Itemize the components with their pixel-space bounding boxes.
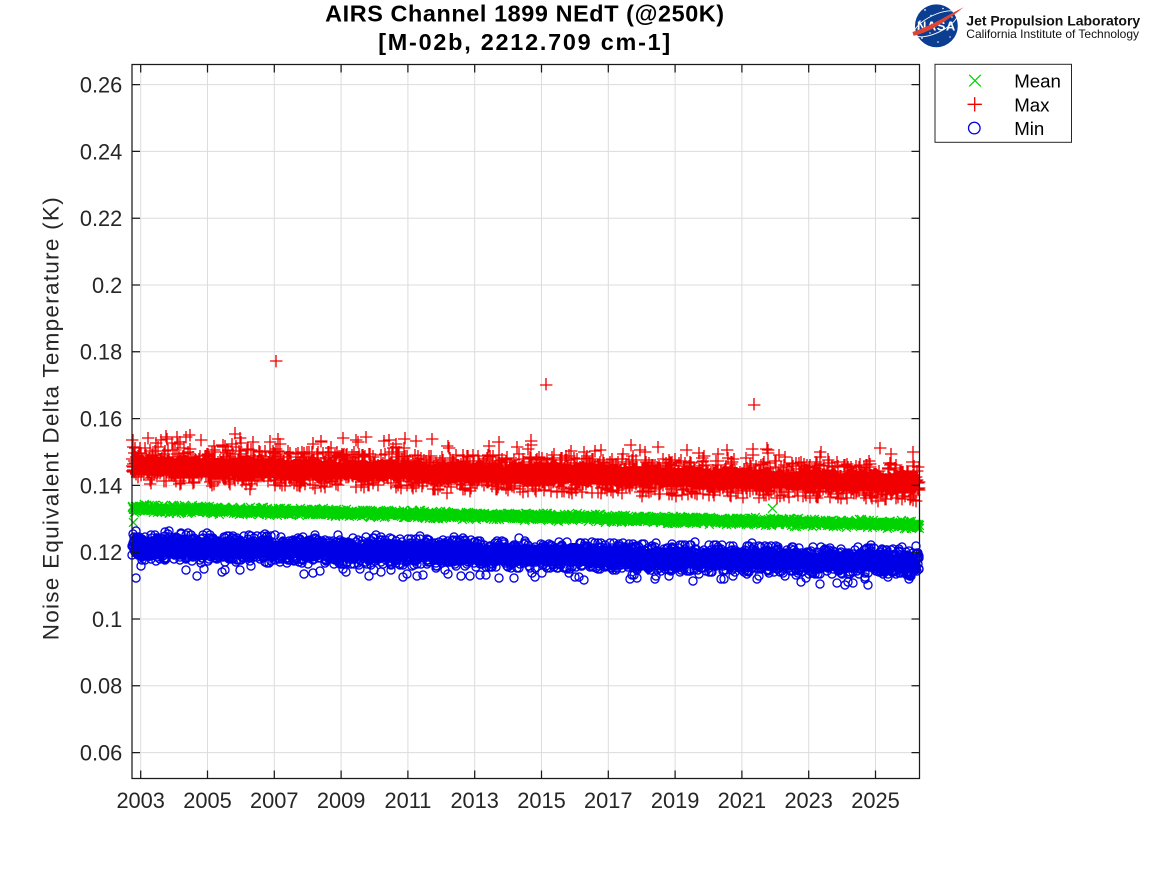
- svg-text:2013: 2013: [450, 788, 499, 813]
- svg-text:2007: 2007: [250, 788, 299, 813]
- svg-text:0.06: 0.06: [80, 741, 122, 766]
- svg-text:2019: 2019: [651, 788, 700, 813]
- svg-text:0.1: 0.1: [92, 607, 122, 632]
- svg-text:2025: 2025: [851, 788, 900, 813]
- svg-text:AIRS Channel 1899 NEdT (@250K): AIRS Channel 1899 NEdT (@250K): [325, 1, 724, 27]
- svg-text:0.26: 0.26: [80, 73, 122, 98]
- svg-text:2009: 2009: [317, 788, 366, 813]
- svg-text:[M-02b, 2212.709 cm-1]: [M-02b, 2212.709 cm-1]: [378, 29, 670, 55]
- svg-text:California Institute of Techno: California Institute of Technology: [966, 27, 1139, 41]
- svg-text:2015: 2015: [517, 788, 566, 813]
- svg-text:0.16: 0.16: [80, 407, 122, 432]
- svg-text:0.08: 0.08: [80, 674, 122, 699]
- svg-text:2021: 2021: [718, 788, 767, 813]
- svg-text:2011: 2011: [384, 788, 431, 813]
- svg-text:Noise Equivalent Delta Tempera: Noise Equivalent Delta Temperature (K): [39, 197, 64, 640]
- svg-text:0.18: 0.18: [80, 340, 122, 365]
- svg-text:0.12: 0.12: [80, 540, 122, 565]
- svg-text:Min: Min: [1014, 118, 1044, 139]
- svg-text:Max: Max: [1014, 94, 1050, 115]
- svg-text:2005: 2005: [183, 788, 232, 813]
- svg-text:0.14: 0.14: [80, 473, 122, 498]
- svg-text:Mean: Mean: [1014, 71, 1061, 92]
- svg-text:Jet Propulsion Laboratory: Jet Propulsion Laboratory: [966, 12, 1140, 28]
- svg-text:0.22: 0.22: [80, 206, 122, 231]
- svg-text:0.2: 0.2: [92, 273, 122, 298]
- svg-text:2003: 2003: [116, 788, 165, 813]
- svg-text:0.24: 0.24: [80, 139, 122, 164]
- svg-text:2023: 2023: [784, 788, 833, 813]
- svg-text:2017: 2017: [584, 788, 633, 813]
